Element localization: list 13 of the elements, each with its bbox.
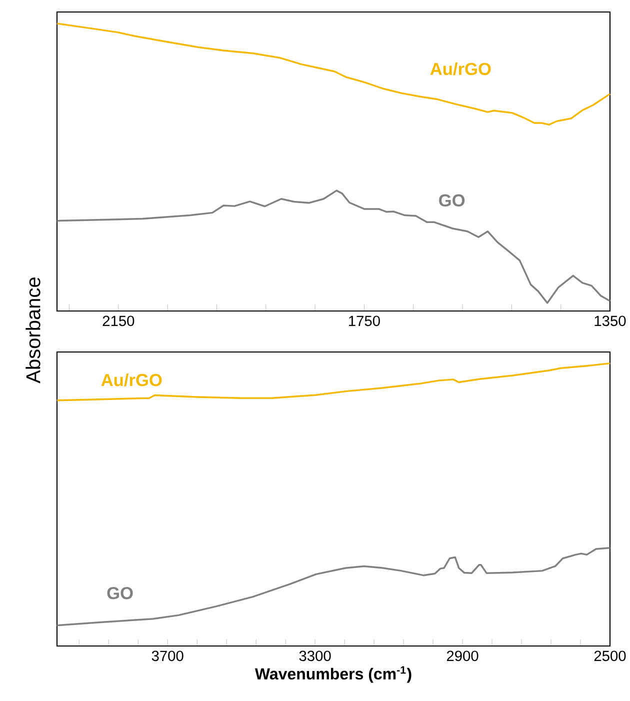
x-tick-label: 2900: [446, 650, 478, 662]
series-label: Au/rGO: [430, 62, 491, 76]
x-tick-label: 2150: [102, 316, 134, 326]
x-tick-label: 1350: [594, 316, 626, 326]
x-tick-label: 2500: [594, 650, 626, 662]
x-tick-label: 3700: [152, 650, 184, 662]
series-label: GO: [439, 194, 465, 207]
series-label: GO: [107, 586, 133, 600]
series-label: Au/rGO: [101, 373, 162, 386]
x-tick-label: 1750: [349, 316, 380, 326]
x-tick-label: 3300: [299, 650, 331, 662]
y-axis-title: Absorbance: [26, 278, 40, 384]
x-axis-title: Wavenumbers (cm$^{-1}$): [254, 666, 412, 683]
